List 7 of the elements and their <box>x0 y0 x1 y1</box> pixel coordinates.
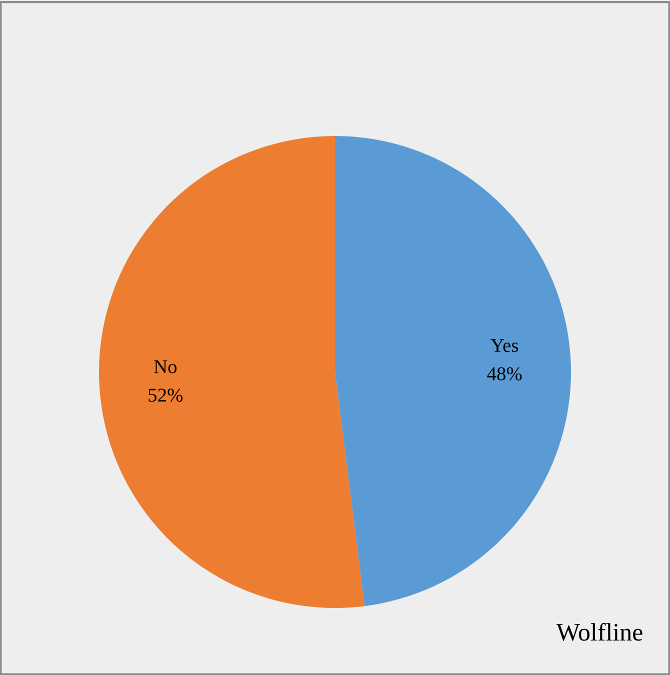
slice-label: Yes <box>490 339 518 352</box>
slice-label: No <box>154 360 177 374</box>
data-label: 48% <box>487 367 522 380</box>
pie-slice <box>335 136 571 606</box>
pie-slice <box>99 136 365 608</box>
data-label: 52% <box>148 388 183 402</box>
text: Wolfline <box>556 622 642 641</box>
